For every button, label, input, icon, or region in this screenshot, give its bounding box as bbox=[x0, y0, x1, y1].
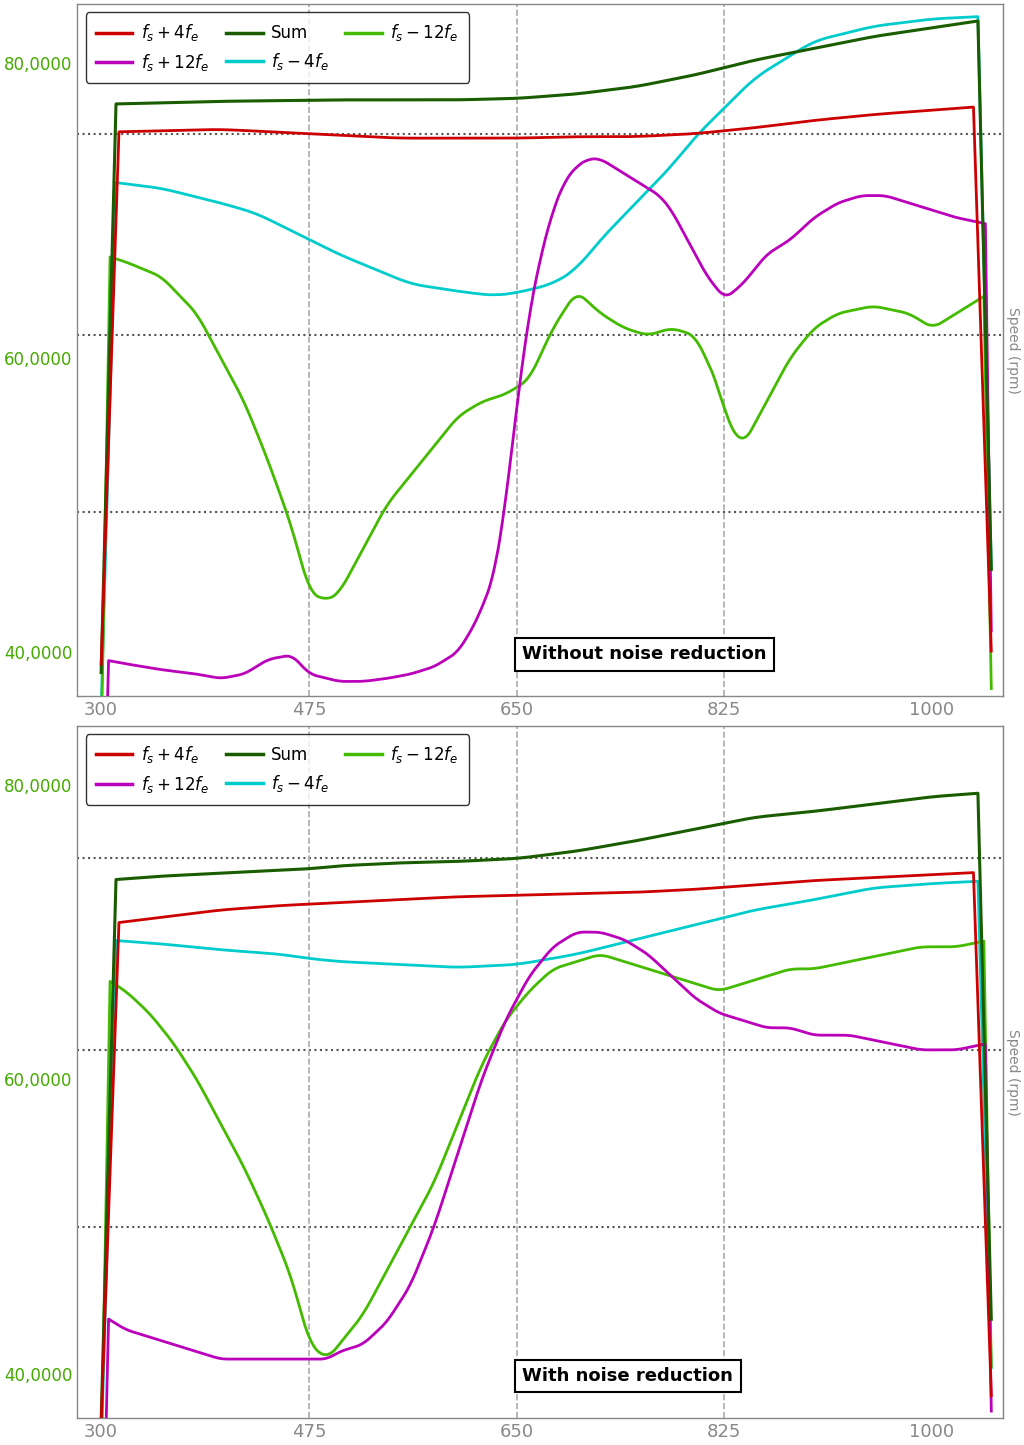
Legend: $f_s + 4f_e$, $f_s + 12f_e$, Sum, $f_s - 4f_e$, $f_s - 12f_e$: $f_s + 4f_e$, $f_s + 12f_e$, Sum, $f_s -… bbox=[86, 734, 469, 805]
Y-axis label: Speed (rpm): Speed (rpm) bbox=[1006, 1029, 1020, 1116]
Text: Without noise reduction: Without noise reduction bbox=[522, 646, 767, 663]
Legend: $f_s + 4f_e$, $f_s + 12f_e$, Sum, $f_s - 4f_e$, $f_s - 12f_e$: $f_s + 4f_e$, $f_s + 12f_e$, Sum, $f_s -… bbox=[86, 13, 469, 82]
Y-axis label: Speed (rpm): Speed (rpm) bbox=[1006, 306, 1020, 393]
Text: With noise reduction: With noise reduction bbox=[522, 1367, 733, 1386]
